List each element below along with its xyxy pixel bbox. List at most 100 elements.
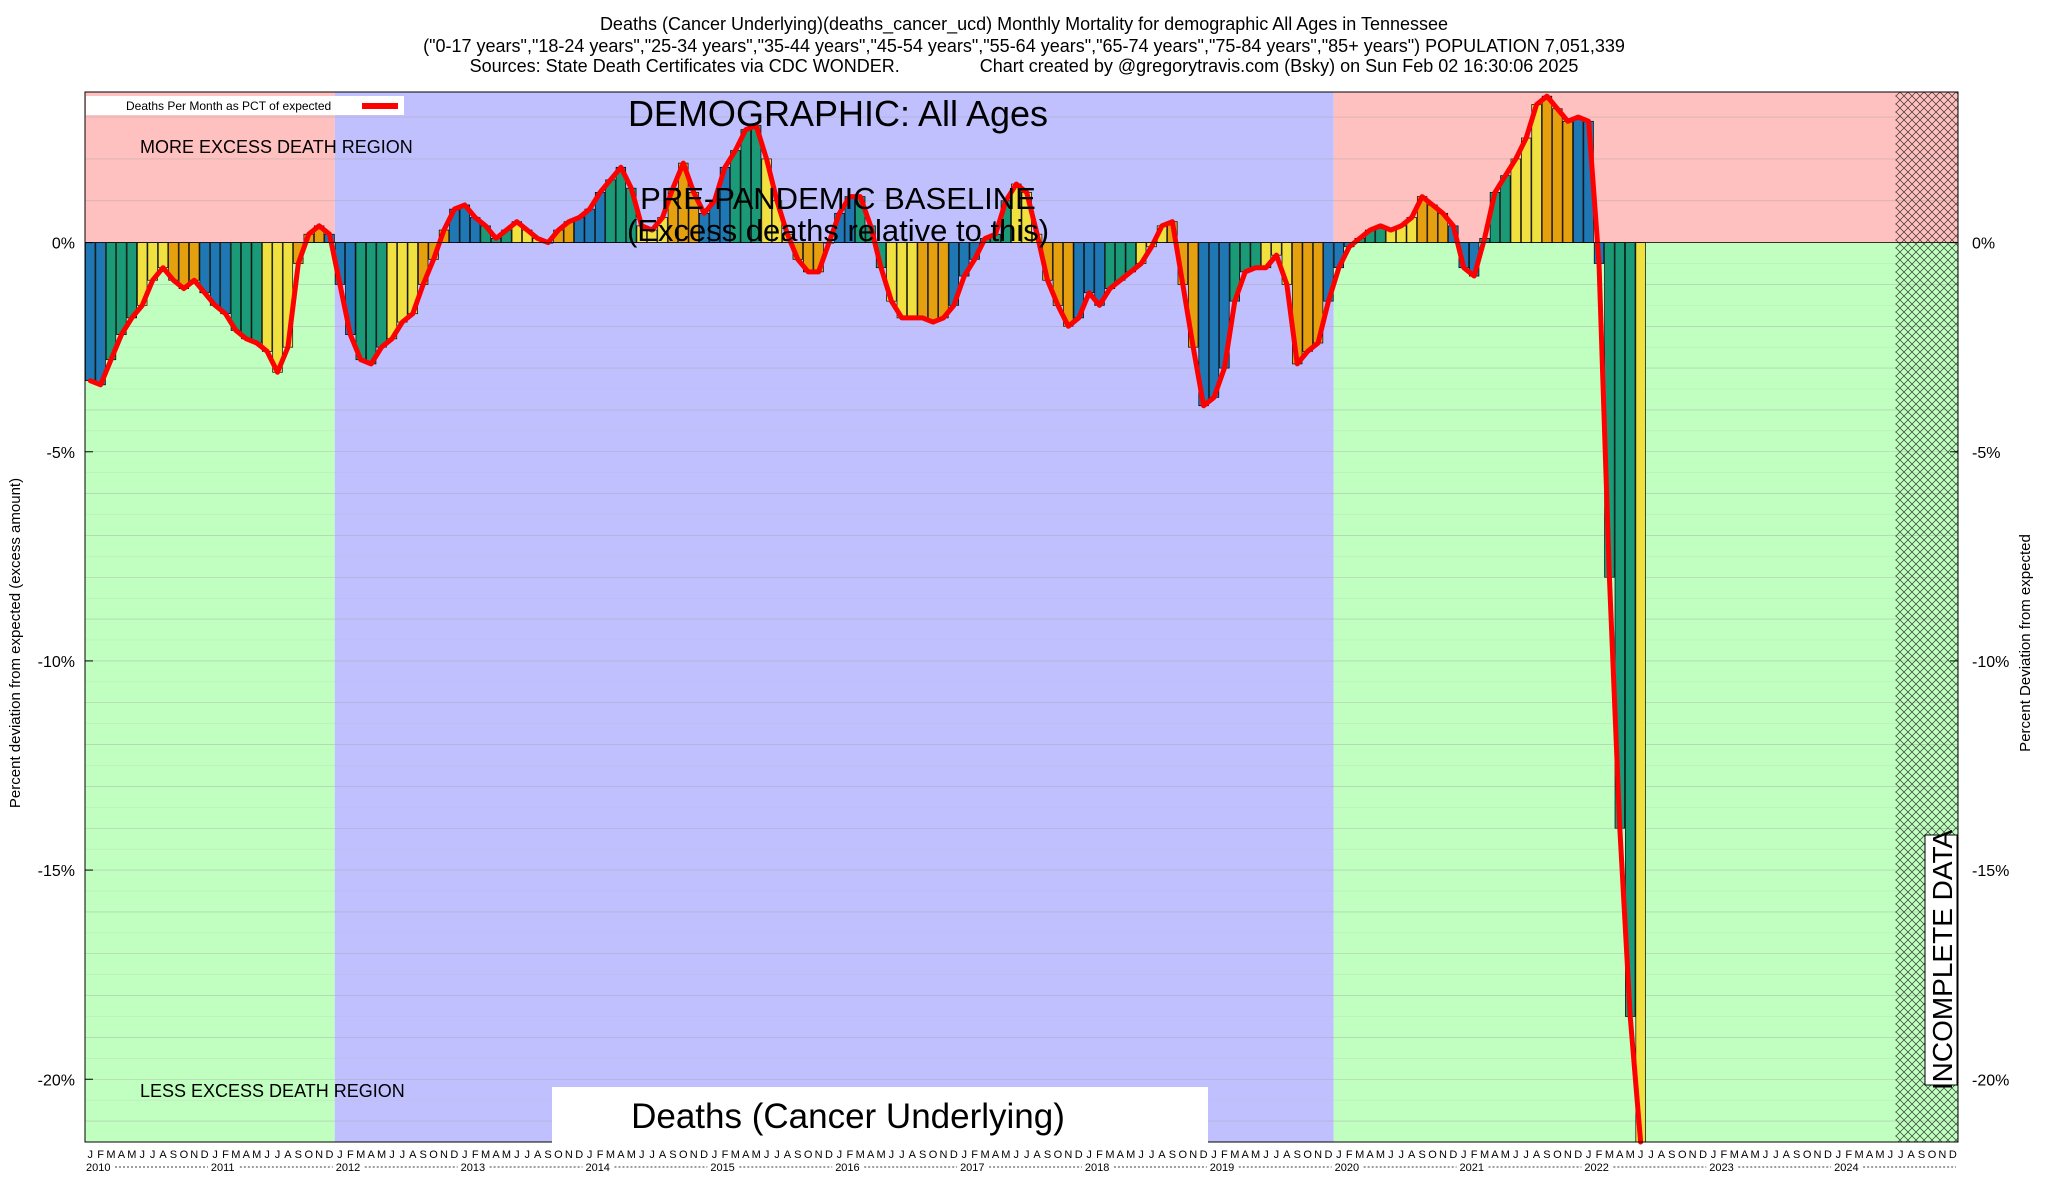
x-month-label: O xyxy=(1054,1149,1063,1161)
x-month-label: J xyxy=(1648,1149,1654,1161)
x-year-label: 2023 xyxy=(1709,1162,1733,1174)
x-month-label: S xyxy=(420,1149,427,1161)
bar xyxy=(1510,158,1521,243)
bar xyxy=(116,242,127,335)
x-month-label: N xyxy=(1189,1149,1197,1161)
x-month-label: J xyxy=(1149,1149,1155,1161)
x-month-label: M xyxy=(1730,1149,1739,1161)
bar xyxy=(85,242,96,381)
bar xyxy=(1635,242,1646,1143)
x-month-label: M xyxy=(1855,1149,1864,1161)
x-month-label: D xyxy=(1324,1149,1332,1161)
x-month-label: N xyxy=(939,1149,947,1161)
bottom-title: Deaths (Cancer Underlying) xyxy=(631,1097,1065,1136)
x-month-label: N xyxy=(1314,1149,1322,1161)
bar xyxy=(105,242,117,361)
x-month-label: O xyxy=(304,1149,313,1161)
bar xyxy=(927,242,939,323)
x-month-label: F xyxy=(1471,1149,1478,1161)
x-year-label: 2018 xyxy=(1085,1162,1109,1174)
x-month-label: S xyxy=(794,1149,801,1161)
x-month-label: J xyxy=(1888,1149,1894,1161)
x-year-label: 2010 xyxy=(86,1162,110,1174)
bar xyxy=(397,242,408,323)
bar xyxy=(376,242,387,348)
x-month-label: J xyxy=(87,1149,93,1161)
x-month-label: M xyxy=(1105,1149,1114,1161)
x-year-label: 2021 xyxy=(1460,1162,1484,1174)
x-month-label: F xyxy=(971,1149,978,1161)
x-month-label: M xyxy=(980,1149,989,1161)
x-month-label: F xyxy=(222,1149,229,1161)
y-tick-label-left: -15% xyxy=(38,863,75,880)
bar xyxy=(251,242,262,344)
bar xyxy=(95,242,106,386)
x-month-label: O xyxy=(679,1149,688,1161)
x-month-label: D xyxy=(326,1149,334,1161)
x-month-label: M xyxy=(127,1149,136,1161)
x-month-label: A xyxy=(1908,1149,1916,1161)
x-month-label: M xyxy=(481,1149,490,1161)
chart-title-line1: Deaths (Cancer Underlying)(deaths_cancer… xyxy=(599,14,1449,34)
x-month-label: N xyxy=(1938,1149,1946,1161)
x-month-label: A xyxy=(243,1149,251,1161)
bar xyxy=(1531,104,1542,243)
x-month-label: N xyxy=(440,1149,448,1161)
x-month-label: O xyxy=(929,1149,938,1161)
x-month-label: J xyxy=(389,1149,395,1161)
x-month-label: S xyxy=(1294,1149,1301,1161)
x-month-label: A xyxy=(492,1149,500,1161)
x-month-label: M xyxy=(1501,1149,1510,1161)
x-month-label: A xyxy=(1741,1149,1749,1161)
x-month-label: S xyxy=(170,1149,177,1161)
chart-title-line2: ("0-17 years","18-24 years","25-34 years… xyxy=(423,36,1625,56)
demographic-label: DEMOGRAPHIC: All Ages xyxy=(628,93,1048,134)
x-month-label: M xyxy=(1376,1149,1385,1161)
bar xyxy=(272,242,283,373)
x-month-label: J xyxy=(150,1149,156,1161)
bottom-title-box xyxy=(552,1087,1208,1143)
x-year-label: 2012 xyxy=(336,1162,360,1174)
x-month-label: J xyxy=(1711,1149,1717,1161)
trend-line xyxy=(87,93,1644,1145)
bar xyxy=(126,242,137,319)
x-month-label: F xyxy=(1845,1149,1852,1161)
x-month-label: J xyxy=(264,1149,270,1161)
bar xyxy=(917,242,928,319)
y-axis-label-right: Percent Deviation from expected xyxy=(2017,534,2034,752)
y-tick-label-left: 0% xyxy=(52,236,75,253)
x-month-label: F xyxy=(1721,1149,1728,1161)
x-year-label: 2011 xyxy=(211,1162,235,1174)
x-month-label: M xyxy=(1875,1149,1884,1161)
bar xyxy=(1208,242,1220,398)
y-tick-label-right: -5% xyxy=(1972,445,2000,462)
bar xyxy=(366,242,377,365)
incomplete-data-label-box xyxy=(1924,834,1958,1086)
x-month-label: M xyxy=(1480,1149,1489,1161)
x-month-label: S xyxy=(1044,1149,1051,1161)
x-month-label: M xyxy=(1605,1149,1614,1161)
x-month-label: J xyxy=(899,1149,905,1161)
x-month-label: A xyxy=(1366,1149,1374,1161)
x-month-label: D xyxy=(950,1149,958,1161)
x-month-label: D xyxy=(201,1149,209,1161)
x-month-label: O xyxy=(1928,1149,1937,1161)
x-month-label: J xyxy=(1513,1149,1519,1161)
x-month-label: M xyxy=(502,1149,511,1161)
x-month-label: A xyxy=(992,1149,1000,1161)
x-month-label: M xyxy=(627,1149,636,1161)
less-region-right xyxy=(1333,242,1958,1143)
x-month-label: M xyxy=(1355,1149,1364,1161)
gridlines xyxy=(85,116,1958,1122)
y-tick-label-right: -15% xyxy=(1972,863,2009,880)
x-month-label: J xyxy=(587,1149,593,1161)
x-month-label: J xyxy=(1086,1149,1092,1161)
x-month-label: O xyxy=(1678,1149,1687,1161)
bar xyxy=(896,242,907,319)
x-month-label: J xyxy=(524,1149,530,1161)
x-month-label: A xyxy=(617,1149,625,1161)
x-month-label: A xyxy=(1408,1149,1416,1161)
x-month-label: D xyxy=(1949,1149,1957,1161)
x-month-label: O xyxy=(804,1149,813,1161)
x-month-label: M xyxy=(1251,1149,1260,1161)
